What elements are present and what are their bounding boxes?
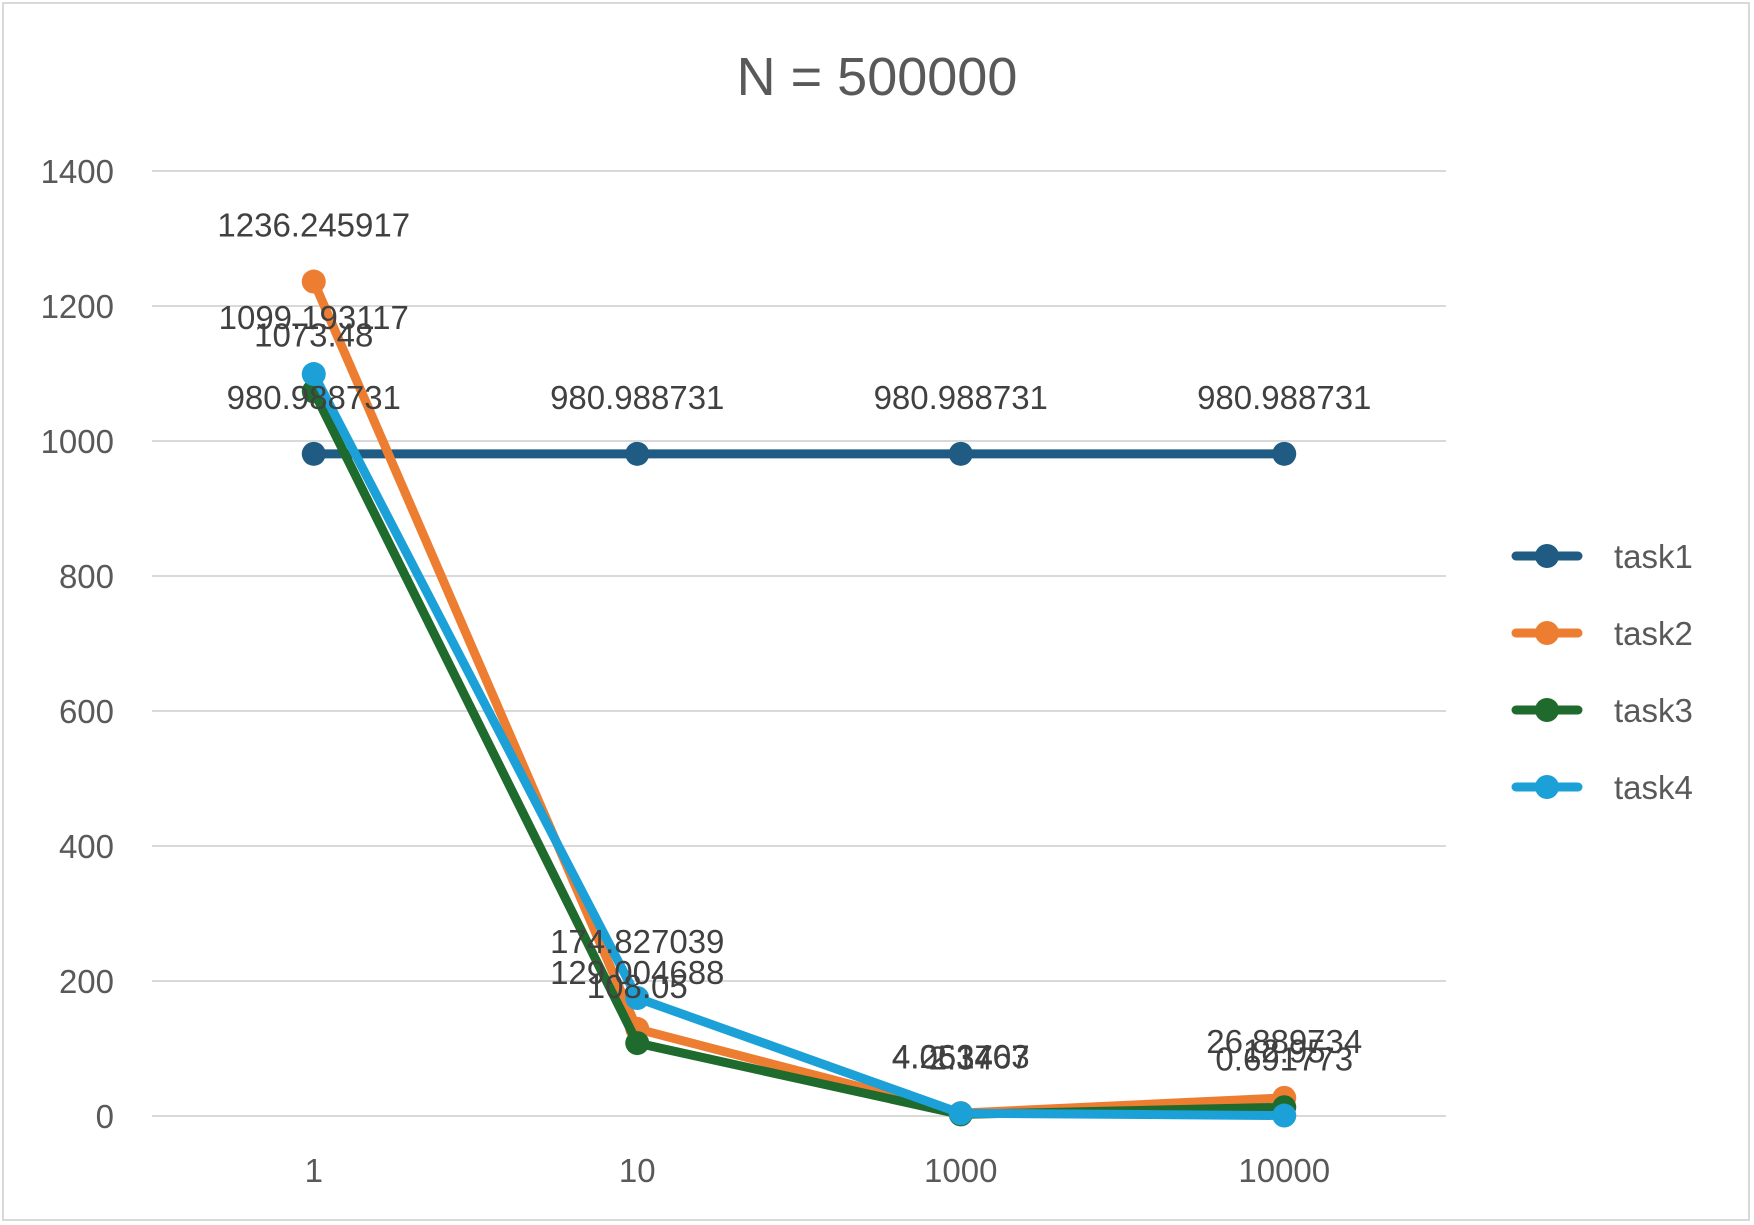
series-task4 <box>301 362 1297 1128</box>
data-labels: 980.988731 980.988731 980.988731 980.988731… <box>217 207 1371 1078</box>
y-tick-label: 1400 <box>41 153 114 190</box>
legend-item-task3: task3 <box>1511 692 1693 729</box>
x-axis-ticks: 1 10 1000 10000 <box>305 1152 1331 1189</box>
y-tick-label: 600 <box>59 693 114 730</box>
data-label-task2: 1236.245917 <box>217 207 410 244</box>
data-label-task2: 4.263403 <box>892 1038 1030 1075</box>
data-label-task1: 980.988731 <box>874 379 1048 416</box>
data-label-task1: 980.988731 <box>227 379 401 416</box>
y-tick-label: 400 <box>59 828 114 865</box>
data-label-task3: 12.95 <box>1243 1032 1326 1069</box>
x-tick-label: 10000 <box>1238 1152 1330 1189</box>
series-line-task4 <box>309 369 1289 1121</box>
y-tick-label: 200 <box>59 963 114 1000</box>
legend-swatch-marker <box>1535 775 1559 799</box>
y-tick-label: 1000 <box>41 423 114 460</box>
data-point-task1 <box>948 441 973 466</box>
data-label-task1: 980.988731 <box>1197 379 1371 416</box>
data-label-task1: 980.988731 <box>550 379 724 416</box>
data-point-task4 <box>948 1101 973 1126</box>
data-label-task4: 4.051767 <box>892 1038 1030 1075</box>
legend-label: task2 <box>1614 615 1693 652</box>
legend-label: task1 <box>1614 538 1693 575</box>
data-label-task3: 2.34 <box>929 1039 993 1076</box>
legend-item-task1: task1 <box>1511 538 1693 575</box>
legend-swatch-marker <box>1535 621 1559 645</box>
y-tick-label: 800 <box>59 558 114 595</box>
data-label-task3: 108.05 <box>587 968 688 1005</box>
legend-item-task4: task4 <box>1511 769 1693 806</box>
y-tick-label: 0 <box>96 1098 114 1135</box>
data-point-task1 <box>625 441 650 466</box>
legend-swatch-marker <box>1535 544 1559 568</box>
legend-label: task4 <box>1614 769 1693 806</box>
data-point-task2 <box>301 269 326 294</box>
data-point-task3 <box>625 1031 650 1056</box>
x-tick-label: 1 <box>305 1152 323 1189</box>
data-point-task1 <box>1272 441 1297 466</box>
series-lines <box>301 269 1297 1128</box>
data-label-task2: 129.004688 <box>550 954 724 991</box>
x-tick-label: 10 <box>619 1152 656 1189</box>
series-line-task3 <box>309 386 1289 1119</box>
legend-item-task2: task2 <box>1511 615 1693 652</box>
data-point-task4 <box>625 985 650 1010</box>
data-label-task4: 1099.193117 <box>219 299 409 336</box>
data-label-task4: 174.827039 <box>550 923 724 960</box>
x-tick-label: 1000 <box>924 1152 997 1189</box>
data-label-task2: 26.889734 <box>1206 1023 1362 1060</box>
series-task3 <box>301 379 1297 1127</box>
legend-swatch-marker <box>1535 698 1559 722</box>
data-point-task4 <box>1272 1103 1297 1128</box>
series-task1 <box>301 441 1297 466</box>
series-task2 <box>301 269 1297 1126</box>
y-tick-label: 1200 <box>41 288 114 325</box>
chart-title: N = 500000 <box>737 47 1018 107</box>
data-label-task3: 1073.48 <box>254 316 373 353</box>
legend: task1 task2 task3 task4 <box>1511 538 1693 806</box>
data-point-task4 <box>301 362 326 387</box>
data-label-task4: 0.691773 <box>1215 1041 1353 1078</box>
series-line-task2 <box>309 277 1289 1118</box>
data-point-task1 <box>301 441 326 466</box>
y-axis-ticks: 0 200 400 600 800 1000 1200 1400 <box>41 153 114 1135</box>
legend-label: task3 <box>1614 692 1693 729</box>
